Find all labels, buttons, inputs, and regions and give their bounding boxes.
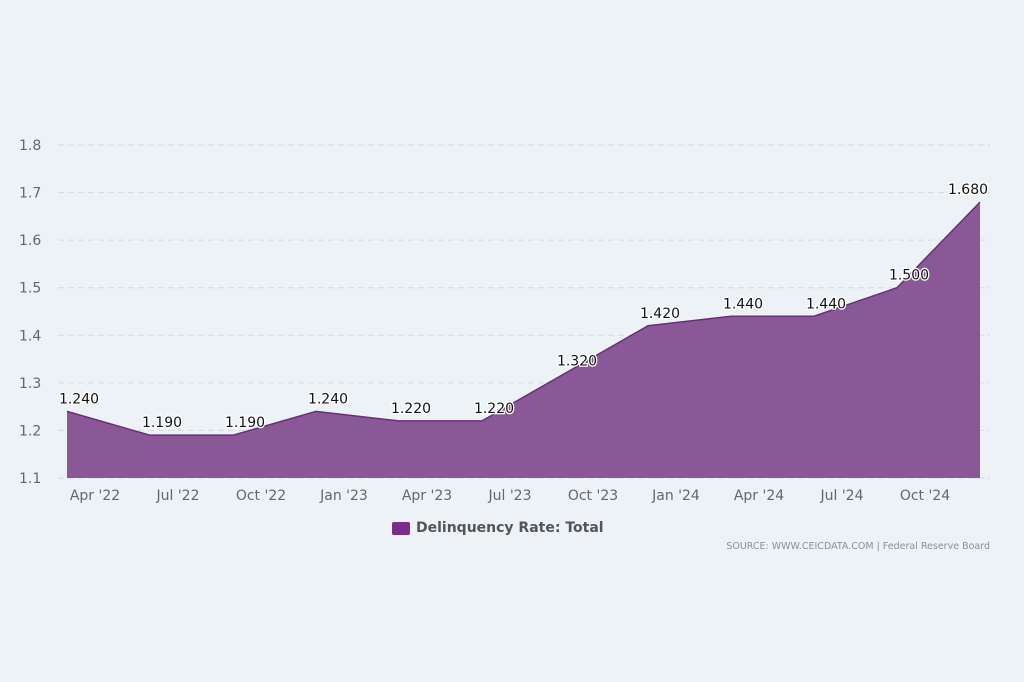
data-label: 1.220 [391, 401, 431, 417]
x-tick-label: Apr '24 [734, 488, 784, 504]
x-tick-label: Jan '23 [319, 488, 368, 504]
data-label: 1.440 [723, 296, 763, 312]
data-label: 1.220 [474, 401, 514, 417]
y-tick-label: 1.6 [19, 233, 41, 249]
y-tick-label: 1.3 [19, 376, 41, 392]
x-tick-label: Oct '22 [236, 488, 286, 504]
y-tick-label: 1.4 [19, 328, 41, 344]
x-tick-label: Oct '23 [568, 488, 618, 504]
legend[interactable]: Delinquency Rate: Total [392, 520, 604, 536]
legend-swatch [392, 521, 410, 535]
legend-label: Delinquency Rate: Total [416, 520, 604, 536]
data-label: 1.680 [948, 182, 988, 198]
data-label: 1.240 [308, 391, 348, 407]
source-note: SOURCE: WWW.CEICDATA.COM | Federal Reser… [726, 541, 990, 552]
x-tick-label: Apr '23 [402, 488, 452, 504]
data-label: 1.320 [557, 353, 597, 369]
x-tick-label: Jul '24 [819, 488, 863, 504]
x-tick-label: Apr '22 [70, 488, 120, 504]
y-tick-label: 1.8 [19, 138, 41, 154]
y-tick-label: 1.5 [19, 281, 41, 297]
data-label: 1.190 [225, 415, 265, 431]
y-tick-label: 1.1 [19, 471, 41, 487]
data-label: 1.420 [640, 306, 680, 322]
x-tick-label: Jul '23 [487, 488, 531, 504]
series-area [67, 202, 980, 479]
x-tick-label: Jul '22 [155, 488, 199, 504]
data-label: 1.190 [142, 415, 182, 431]
y-tick-label: 1.2 [19, 423, 41, 439]
series-line [66, 201, 981, 436]
x-tick-label: Jan '24 [651, 488, 700, 504]
y-tick-label: 1.7 [19, 186, 41, 202]
data-label: 1.500 [889, 268, 929, 284]
x-tick-label: Oct '24 [900, 488, 950, 504]
data-label: 1.240 [59, 391, 99, 407]
data-label: 1.440 [806, 296, 846, 312]
